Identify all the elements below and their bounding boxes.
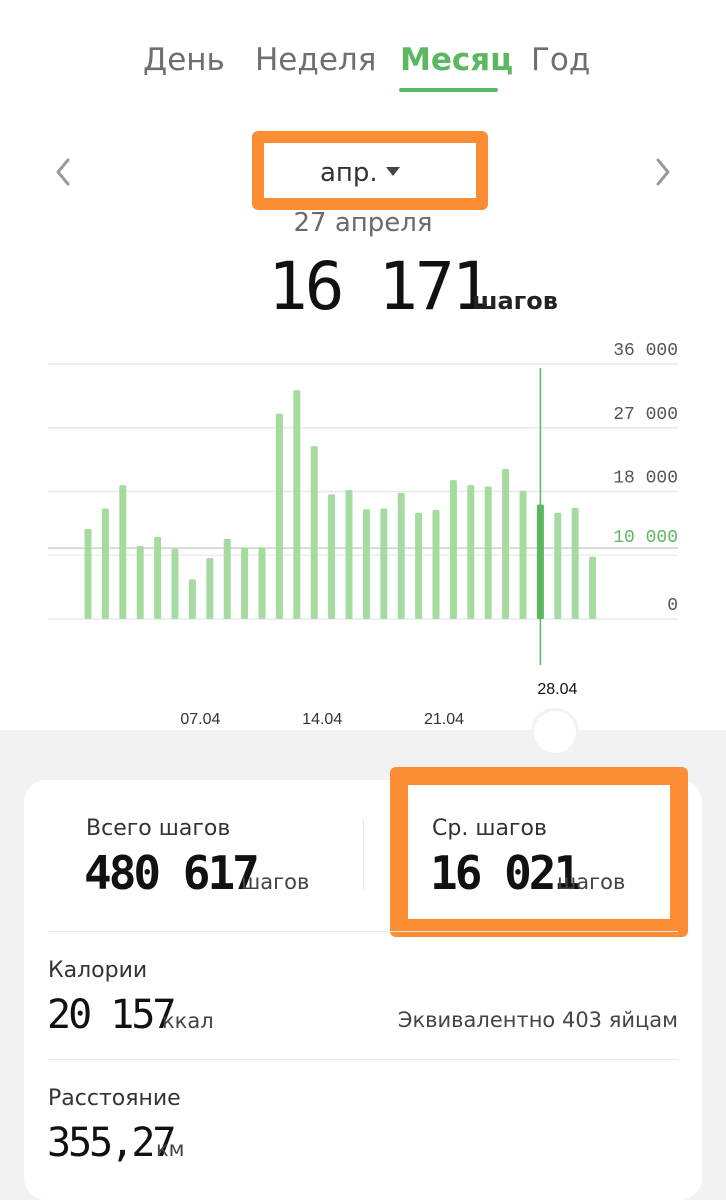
chart-bar[interactable] — [449, 480, 457, 619]
chart-bar[interactable] — [432, 509, 440, 619]
chart-scrub-handle[interactable] — [531, 708, 579, 756]
chevron-right-icon[interactable] — [646, 150, 686, 194]
chart-bar[interactable] — [223, 538, 231, 619]
highlighted-date-label: 28.04 — [537, 681, 577, 698]
calories-value: 20 157 — [47, 992, 176, 1038]
chart-bar[interactable] — [136, 546, 144, 619]
x-tick-label: 07.04 — [180, 711, 220, 728]
divider — [48, 931, 678, 932]
distance-value: 355,27 — [47, 1120, 176, 1166]
chart-bar[interactable] — [188, 579, 196, 619]
average-steps-label: Ср. шагов — [432, 816, 547, 841]
divider — [48, 1059, 678, 1060]
chart-bar[interactable] — [345, 490, 353, 619]
y-tick-label: 0 — [667, 596, 678, 616]
active-tab-indicator — [399, 88, 498, 92]
selected-steps-value: 16 171 — [268, 248, 491, 325]
chart-bar[interactable] — [467, 485, 475, 619]
selected-steps-unit: шагов — [472, 287, 558, 315]
chart-bar[interactable] — [536, 504, 544, 619]
total-steps-value: 480 617 — [84, 846, 260, 900]
total-steps-label: Всего шагов — [86, 816, 231, 841]
chart-bar[interactable] — [101, 508, 109, 620]
calories-unit: ккал — [162, 1009, 214, 1033]
chart-bar[interactable] — [275, 413, 283, 619]
chart-bar[interactable] — [258, 547, 266, 619]
y-tick-label: 27 000 — [613, 405, 678, 425]
average-steps-highlight — [390, 767, 688, 937]
steps-bar-chart[interactable]: 0 18 000 27 000 36 000 10 000 07.04 14.04 21.04… — [0, 330, 726, 730]
chart-bar[interactable] — [484, 486, 492, 619]
x-tick-label: 14.04 — [302, 711, 342, 728]
tab-week[interactable]: Неделя — [255, 42, 377, 78]
goal-label: 10 000 — [613, 528, 678, 548]
caret-down-icon[interactable] — [386, 167, 400, 176]
tab-year[interactable]: Год — [531, 42, 591, 78]
month-selector-label[interactable]: апр. — [320, 158, 378, 188]
chart-bar[interactable] — [171, 548, 179, 619]
average-steps-value: 16 021 — [430, 846, 581, 900]
chart-bar[interactable] — [589, 556, 597, 619]
month-selector-highlight[interactable] — [252, 131, 488, 210]
chart-bar[interactable] — [310, 446, 318, 619]
calories-label: Калории — [48, 958, 148, 983]
chart-bar[interactable] — [119, 485, 127, 619]
chart-bar[interactable] — [571, 507, 579, 619]
calories-equivalent: Эквивалентно 403 яйцам — [397, 1008, 678, 1032]
total-steps-unit: шагов — [241, 870, 310, 894]
chart-bar[interactable] — [380, 508, 388, 620]
period-tabs: День Неделя Месяц Год — [0, 38, 726, 98]
chart-bar[interactable] — [554, 512, 562, 619]
divider — [363, 820, 364, 890]
distance-label: Расстояние — [48, 1086, 181, 1111]
selected-date: 27 апреля — [293, 208, 433, 238]
chart-bar[interactable] — [154, 536, 162, 619]
chart-bar[interactable] — [293, 390, 301, 619]
chart-bar[interactable] — [502, 468, 510, 619]
chart-bar[interactable] — [241, 547, 249, 619]
y-tick-label: 36 000 — [613, 341, 678, 361]
chevron-left-icon[interactable] — [46, 150, 86, 194]
chart-bar[interactable] — [362, 509, 370, 619]
y-tick-label: 18 000 — [613, 469, 678, 489]
x-tick-label: 21.04 — [424, 711, 464, 728]
average-steps-unit: шагов — [557, 870, 626, 894]
chart-bar[interactable] — [84, 529, 92, 619]
tab-day[interactable]: День — [143, 42, 225, 78]
chart-bar[interactable] — [415, 512, 423, 619]
tab-month[interactable]: Месяц — [400, 42, 514, 78]
distance-unit: км — [156, 1137, 185, 1161]
chart-bar[interactable] — [397, 492, 405, 619]
chart-bar[interactable] — [206, 558, 214, 619]
chart-bar[interactable] — [519, 490, 527, 619]
chart-bar[interactable] — [328, 494, 336, 619]
